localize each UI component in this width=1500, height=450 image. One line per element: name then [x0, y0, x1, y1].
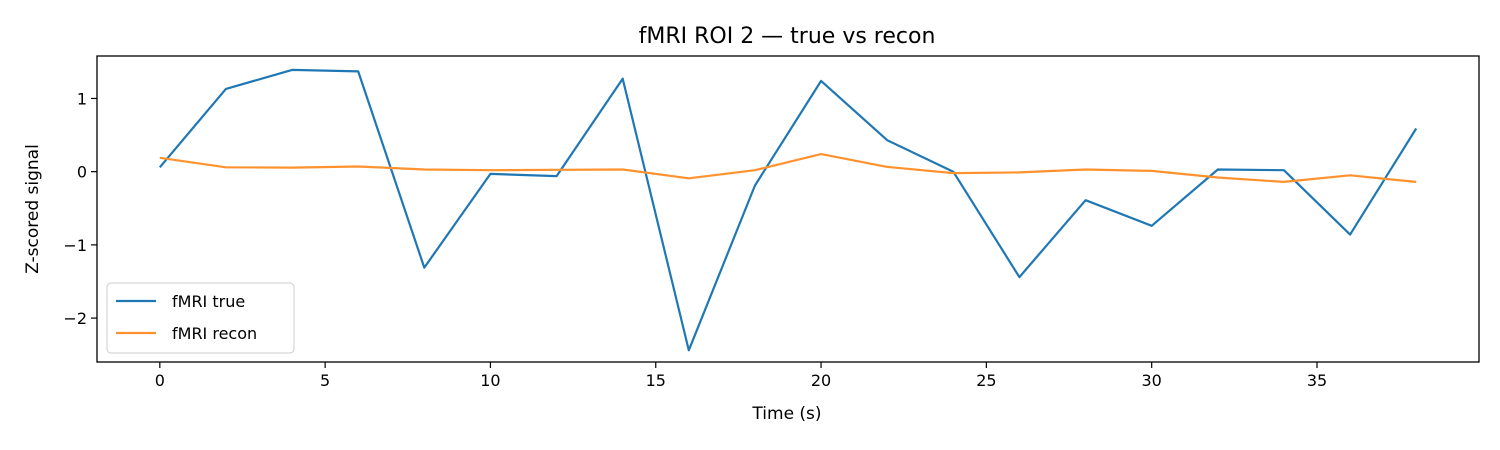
- y-tick-label: −1: [63, 236, 87, 255]
- x-tick-label: 25: [976, 371, 996, 390]
- x-tick-label: 10: [480, 371, 500, 390]
- y-tick-label: −2: [63, 309, 87, 328]
- series-line-fmri-true: [158, 68, 1418, 352]
- x-tick-label: 30: [1142, 371, 1162, 390]
- legend-label-fmri-true: fMRI true: [172, 292, 245, 311]
- x-tick-label: 5: [320, 371, 330, 390]
- x-tick-label: 20: [811, 371, 831, 390]
- plot-frame: [96, 55, 1480, 363]
- x-tick-label: 35: [1307, 371, 1327, 390]
- series-lines: [158, 68, 1418, 352]
- y-tick-label: 1: [77, 89, 87, 108]
- y-tick-label: 0: [77, 163, 87, 182]
- chart-title: fMRI ROI 2 — true vs recon: [639, 24, 936, 49]
- x-axis-label: Time (s): [751, 404, 821, 424]
- x-tick-label: 15: [646, 371, 666, 390]
- legend: fMRI true fMRI recon: [106, 282, 295, 354]
- x-tick-label: 0: [155, 371, 165, 390]
- y-axis-label: Z-scored signal: [23, 144, 43, 274]
- x-axis: 0 5 10 15 20 25 30 35: [155, 362, 1327, 390]
- series-line-fmri-recon: [159, 153, 1417, 183]
- legend-label-fmri-recon: fMRI recon: [172, 324, 257, 343]
- y-axis: −2 −1 0 1: [63, 89, 97, 328]
